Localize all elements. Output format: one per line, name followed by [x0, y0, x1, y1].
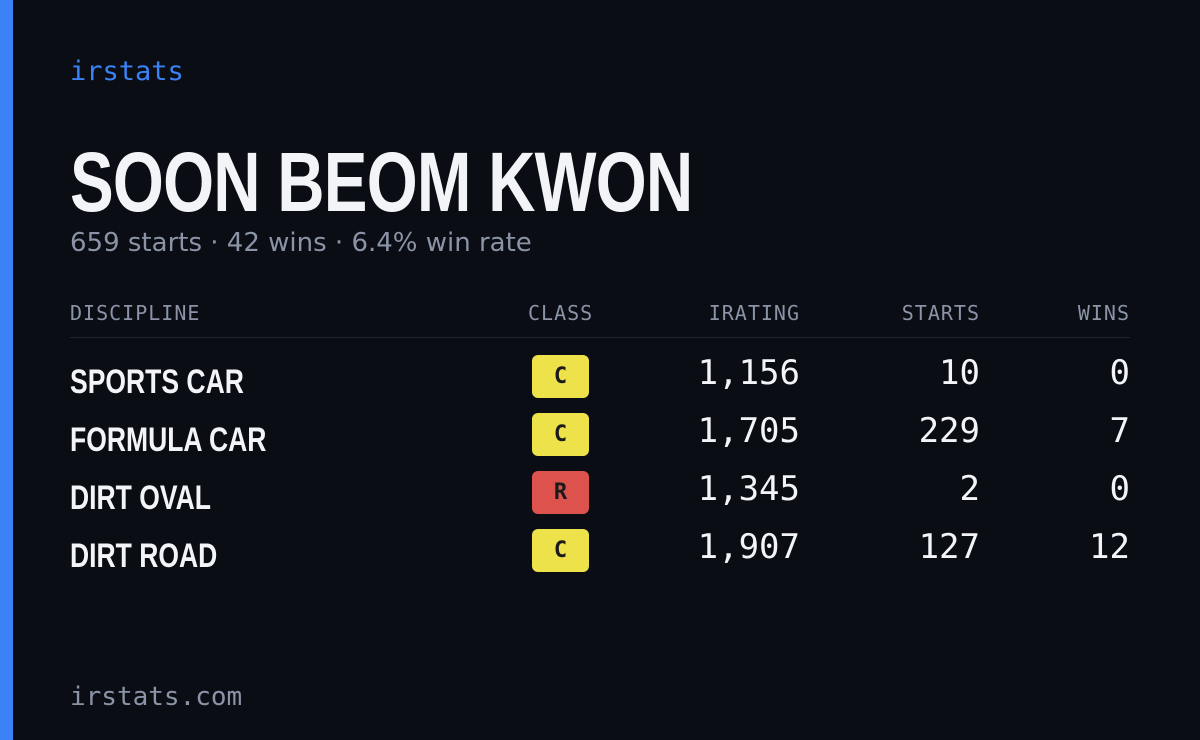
footer: irstats.com	[70, 682, 243, 712]
class-badge: C	[532, 355, 589, 398]
wins: 7	[1109, 411, 1130, 451]
starts: 229	[918, 411, 980, 451]
discipline: FORMULA CAR	[70, 421, 267, 459]
class-badge: R	[532, 471, 589, 514]
irating: 1,345	[697, 469, 800, 509]
column-header: DISCIPLINE	[70, 301, 201, 325]
discipline: DIRT ROAD	[70, 537, 218, 575]
irating: 1,156	[697, 353, 800, 393]
irating: 1,705	[697, 411, 800, 451]
column-header: STARTS	[901, 301, 980, 325]
class-badge: C	[532, 529, 589, 572]
player-name: SOON BEOM KWON	[70, 135, 693, 229]
brand: irstats	[70, 56, 184, 87]
column-header: WINS	[1077, 301, 1130, 325]
starts: 2	[959, 469, 980, 509]
irating: 1,907	[697, 527, 800, 567]
wins: 0	[1109, 353, 1130, 393]
discipline: DIRT OVAL	[70, 479, 211, 517]
summary: 659 starts · 42 wins · 6.4% win rate	[70, 228, 532, 258]
column-header: CLASS	[528, 301, 594, 325]
discipline: SPORTS CAR	[70, 363, 244, 401]
column-header: IRATING	[708, 301, 800, 325]
header-rule	[70, 337, 1130, 338]
starts: 10	[939, 353, 980, 393]
wins: 12	[1089, 527, 1130, 567]
class-badge: C	[532, 413, 589, 456]
wins: 0	[1109, 469, 1130, 509]
starts: 127	[918, 527, 980, 567]
accent-stripe	[0, 0, 13, 740]
